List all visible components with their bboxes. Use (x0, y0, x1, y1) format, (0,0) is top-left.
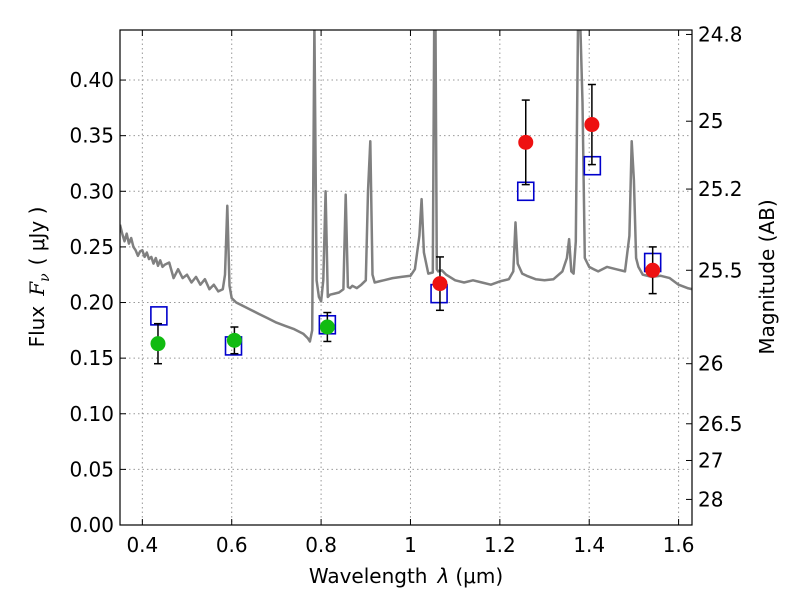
mag-tick-label: 28 (698, 487, 723, 511)
x-tick-label: 0.8 (305, 533, 337, 557)
spectrum-line (120, 30, 692, 343)
model-box-marker (150, 306, 168, 326)
grid-lines (120, 30, 692, 526)
mag-tick-label: 25.2 (698, 177, 743, 201)
y-tick-label: 0.30 (69, 179, 114, 203)
x-tick-label: 1 (404, 533, 417, 557)
data-point (432, 276, 448, 292)
mag-tick-label: 26.5 (698, 412, 743, 436)
plot-frame (119, 29, 693, 526)
x-axis-title: Wavelength λ (μm) (309, 564, 503, 588)
y-tick-label: 0.00 (69, 513, 114, 537)
axis-ticks: 0.4 0.6 0.8 1 1.2 1.4 1.6 0.00 0.05 0.10 0.15 0.20 0… (69, 22, 742, 557)
mag-tick-label: 27 (698, 448, 723, 472)
mag-tick-label: 25 (698, 109, 723, 133)
x-tick-label: 1.2 (484, 533, 516, 557)
y-tick-label: 0.10 (69, 402, 114, 426)
mag-tick-label: 26 (698, 352, 723, 376)
x-tick-label: 0.4 (126, 533, 158, 557)
data-point (518, 134, 534, 150)
mag-tick-label: 25.5 (698, 258, 743, 282)
y-tick-label: 0.35 (69, 124, 114, 148)
y-tick-label: 0.05 (69, 457, 114, 481)
y-tick-label: 0.15 (69, 346, 114, 370)
y-tick-label: 0.20 (69, 291, 114, 315)
data-point (319, 319, 335, 335)
data-point (150, 336, 166, 352)
y-axis-right-title: Magnitude (AB) (755, 199, 779, 354)
mag-tick-label: 24.8 (698, 22, 743, 46)
data-point (645, 262, 661, 278)
data-point (584, 117, 600, 133)
spectrum-layer (120, 30, 692, 343)
y-tick-label: 0.40 (69, 68, 114, 92)
x-tick-label: 0.6 (216, 533, 248, 557)
y-tick-label: 0.25 (69, 235, 114, 259)
data-points (150, 83, 662, 365)
y-axis-title: FluxFν( μJy ) (25, 207, 53, 348)
data-point (226, 332, 242, 348)
x-tick-label: 1.4 (573, 533, 605, 557)
x-tick-label: 1.6 (663, 533, 695, 557)
